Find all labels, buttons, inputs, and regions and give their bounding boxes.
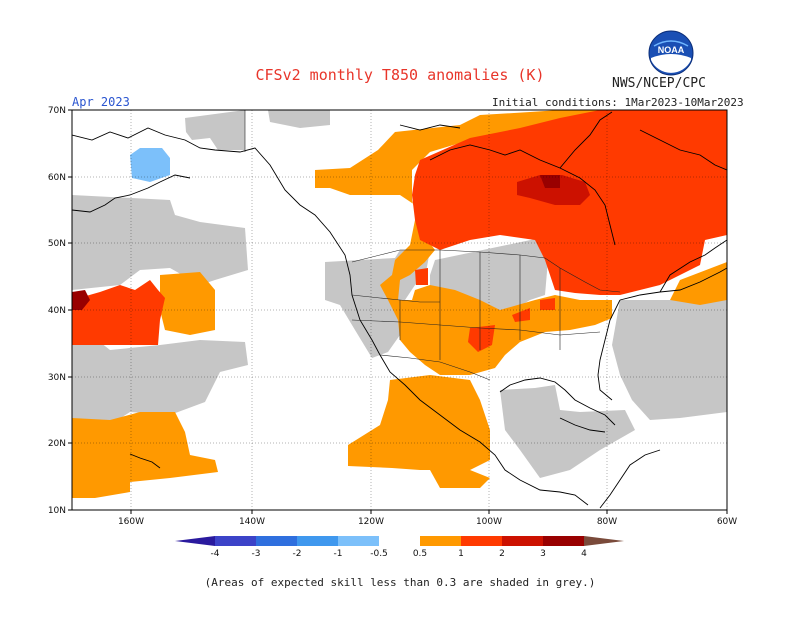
map-gridlines (72, 110, 727, 510)
colorbar-segment-neg4-neg3 (215, 536, 256, 546)
lat-label-50n: 50N (48, 239, 66, 249)
lat-label-40n: 40N (48, 306, 66, 316)
lon-label-160w: 160W (118, 517, 144, 527)
colorbar-label-2: 2 (499, 549, 505, 559)
organization-label: NWS/NCEP/CPC (612, 76, 706, 91)
negative-anomaly-region (130, 148, 170, 182)
lat-label-70n: 70N (48, 106, 66, 116)
longitude-axis: 160W 140W 120W 100W 80W 60W (118, 510, 737, 527)
noaa-logo-text: NOAA (658, 45, 685, 55)
colorbar-right-arrow (584, 536, 624, 546)
lon-label-140w: 140W (239, 517, 265, 527)
lat-label-10n: 10N (48, 506, 66, 516)
colorbar-label-neg2: -2 (293, 549, 302, 559)
colorbar-segment-neg3-neg2 (256, 536, 297, 546)
colorbar-segment-neg1-neg0-5 (338, 536, 379, 546)
colorbar-segment-0-5-1 (420, 536, 461, 546)
colorbar-segment-1-2 (461, 536, 502, 546)
colorbar-label-neg3: -3 (252, 549, 261, 559)
colorbar-segment-3-4 (543, 536, 584, 546)
colorbar-label-neg0-5: -0.5 (370, 549, 388, 559)
anomaly-3-to-4-regions (72, 175, 560, 310)
political-borders (244, 110, 621, 381)
lon-label-120w: 120W (358, 517, 384, 527)
anomaly-2-to-3-regions (517, 175, 590, 205)
lon-label-80w: 80W (597, 517, 617, 527)
chart-title: CFSv2 monthly T850 anomalies (K) (255, 66, 545, 84)
lon-label-100w: 100W (476, 517, 502, 527)
colorbar-segment-white (379, 536, 420, 546)
colorbar: -4 -3 -2 -1 -0.5 0.5 1 2 3 4 (175, 536, 624, 559)
colorbar-label-neg1: -1 (334, 549, 343, 559)
anomaly-0-5-to-1-regions (72, 110, 727, 498)
lat-label-20n: 20N (48, 439, 66, 449)
lon-label-60w: 60W (717, 517, 737, 527)
noaa-logo: NOAA (648, 30, 694, 76)
colorbar-label-4: 4 (581, 549, 587, 559)
colorbar-segment-neg2-neg1 (297, 536, 338, 546)
latitude-axis: 70N 60N 50N 40N 30N 20N 10N (48, 106, 72, 516)
colorbar-label-3: 3 (540, 549, 546, 559)
skill-note: (Areas of expected skill less than 0.3 a… (204, 576, 596, 589)
lat-label-30n: 30N (48, 373, 66, 383)
colorbar-left-arrow (175, 536, 215, 546)
colorbar-segment-2-3 (502, 536, 543, 546)
colorbar-label-1: 1 (458, 549, 464, 559)
forecast-month: Apr 2023 (72, 95, 130, 109)
map-field (72, 110, 727, 510)
initial-conditions: Initial conditions: 1Mar2023-10Mar2023 (492, 96, 744, 109)
lat-label-60n: 60N (48, 173, 66, 183)
coastlines (72, 111, 727, 509)
colorbar-label-neg4: -4 (211, 549, 220, 559)
colorbar-label-0-5: 0.5 (413, 549, 427, 559)
